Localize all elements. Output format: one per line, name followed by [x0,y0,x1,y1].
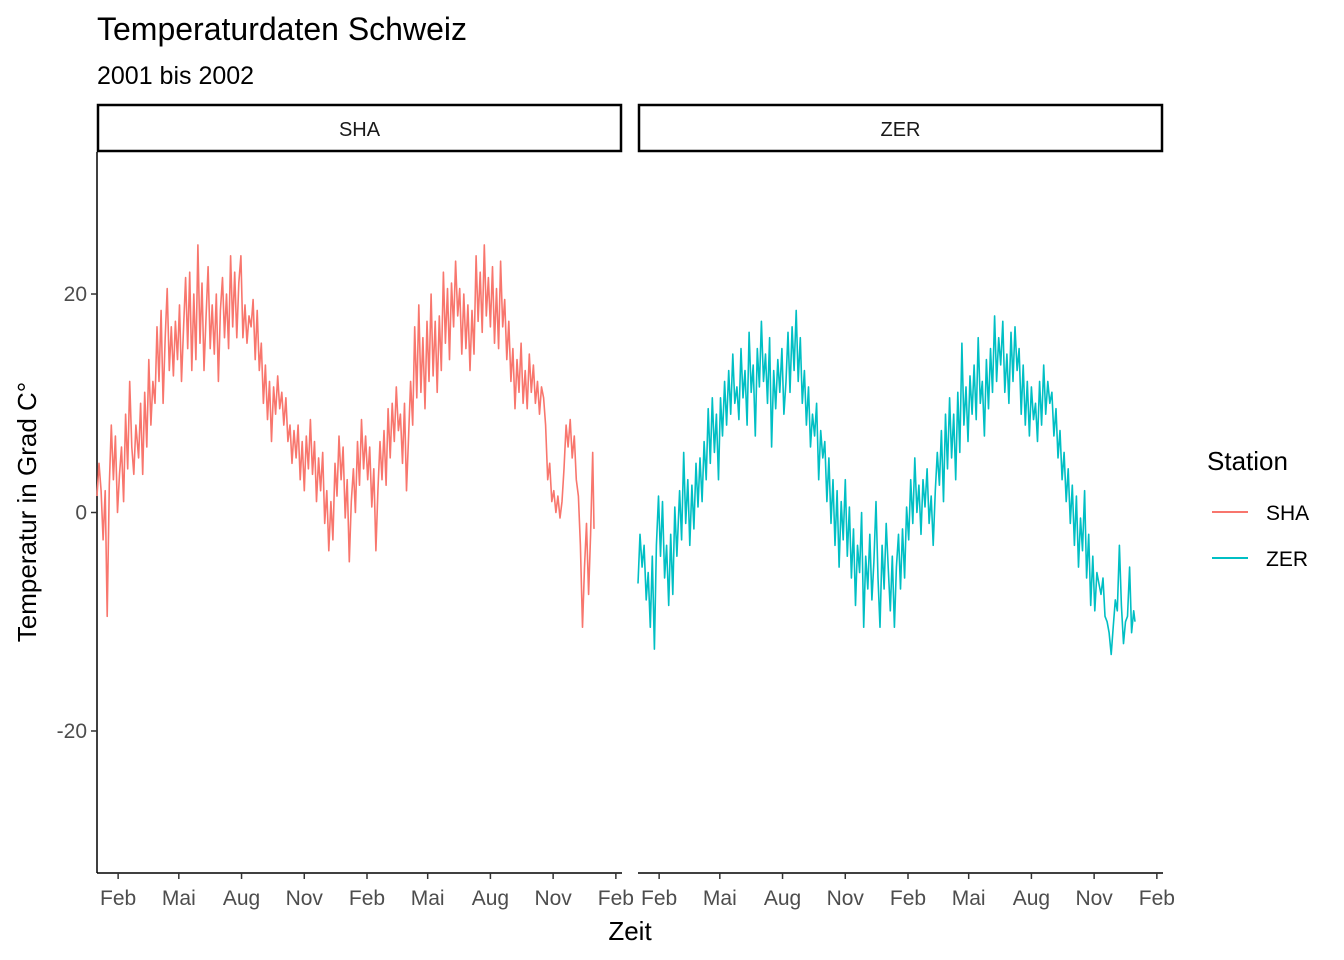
legend: Station SHA ZER [1207,446,1309,571]
x-tick-label: Nov [286,887,324,910]
x-axis-title: Zeit [608,916,652,946]
x-tick-label: Aug [1013,887,1050,910]
x-tick-label: Feb [1139,887,1175,910]
facet-strip-label: ZER [881,119,921,141]
legend-label-sha: SHA [1266,502,1309,525]
chart-title: Temperaturdaten Schweiz [97,11,467,47]
x-tick-label: Mai [703,887,737,910]
x-tick-label: Aug [764,887,801,910]
facet-strip [96,103,623,153]
facet-panel-sha: SHA -20 0 20 Feb Mai Aug Nov Feb Mai Aug Nov Feb [57,103,634,910]
x-tick-label: Mai [162,887,196,910]
x-tick-label: Mai [952,887,986,910]
y-tick-label: 0 [75,502,87,525]
facet-panels: SHA -20 0 20 Feb Mai Aug Nov Feb Mai Aug Nov Feb ZER F… [57,103,1175,910]
x-tick-label: Nov [1075,887,1113,910]
x-tick-label: Feb [641,887,677,910]
facet-panel-zer: ZER Feb Mai Aug Nov Feb Mai Aug Nov Feb [637,103,1175,910]
x-tick-label: Aug [472,887,509,910]
x-tick-label: Feb [890,887,926,910]
series-line-sha [96,244,595,628]
series-line-zer [637,309,1136,656]
x-tick-label: Aug [223,887,260,910]
x-tick-label: Feb [349,887,385,910]
x-tick-label: Feb [100,887,136,910]
x-tick-label: Mai [411,887,445,910]
legend-label-zer: ZER [1266,548,1308,571]
y-axis-title: Temperatur in Grad C° [12,382,42,642]
facet-strip-label: SHA [339,119,381,141]
x-tick-label: Feb [598,887,634,910]
legend-title: Station [1207,446,1288,476]
y-tick-label: -20 [57,720,87,743]
facet-strip [637,103,1164,153]
y-tick-label: 20 [64,283,87,306]
x-tick-label: Nov [534,887,572,910]
chart-subtitle: 2001 bis 2002 [97,62,254,90]
x-tick-label: Nov [827,887,865,910]
